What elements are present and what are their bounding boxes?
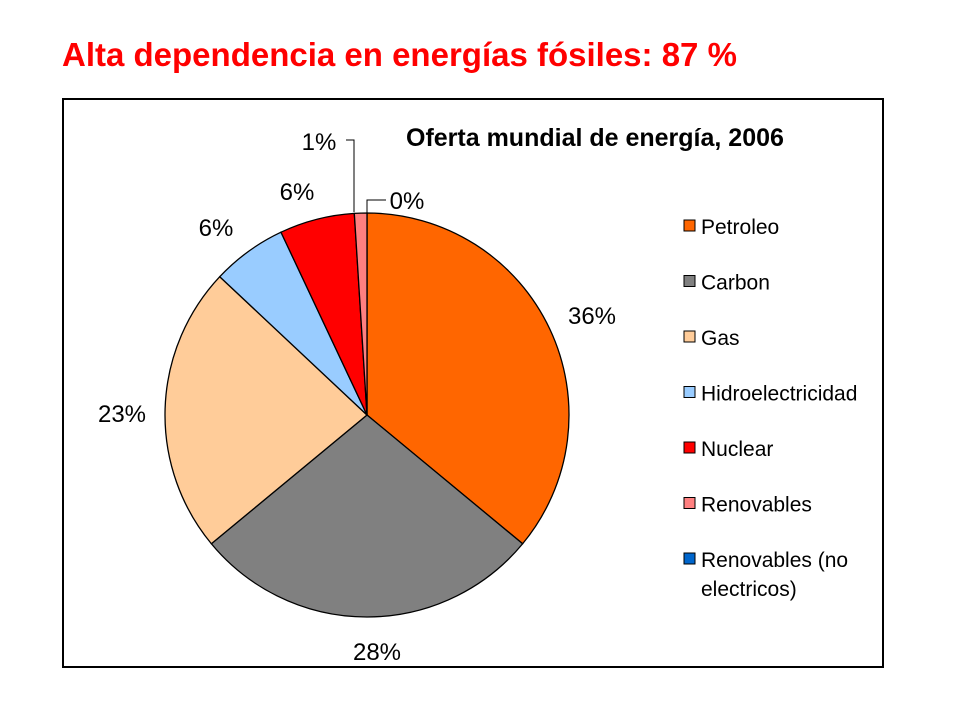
chart-frame: Oferta mundial de energía, 2006 36% 28% 23… [62,98,884,668]
pie-label-gas: 23% [98,401,146,428]
legend-swatch-renovables-no-electricos [683,552,696,565]
pie-chart: Oferta mundial de energía, 2006 36% 28% 23… [98,124,857,666]
pie-label-renovables-no-electricos: 0% [390,188,425,215]
pie-label-nuclear: 6% [280,179,315,206]
legend-label-gas: Gas [701,327,740,350]
pie-slice-petroleo [366,212,570,545]
chart-title: Oferta mundial de energía, 2006 [406,124,784,152]
legend-label-petroleo: Petroleo [701,216,779,239]
pie-label-petroleo: 36% [568,303,616,330]
legend-swatch-petroleo [683,219,696,232]
legend-swatch-renovables [683,497,696,509]
legend-swatch-hidroelectricidad [683,386,696,398]
leader-line-renovables [346,139,355,212]
leader-line-renovables-no-electricos [366,199,386,213]
legend-swatch-gas [683,330,696,343]
pie-label-carbon: 28% [353,639,401,666]
legend-label-hidroelectricidad: Hidroelectricidad [701,383,857,406]
legend-label-carbon: Carbon [701,272,770,295]
legend-label-nuclear: Nuclear [701,438,773,461]
legend-swatch-carbon [683,275,696,287]
legend-label-renovables-no-electricos: Renovables (no electricos) [701,549,848,601]
pie-label-renovables: 1% [302,129,337,156]
pie-slice-carbon [210,414,524,618]
pie-label-hidroelectricidad: 6% [199,215,234,242]
legend-swatch-nuclear [683,441,696,454]
pie-slice-gas [164,275,368,545]
slide-title: Alta dependencia en energías fósiles: 87… [62,36,737,73]
legend-label-renovables: Renovables [701,494,812,517]
